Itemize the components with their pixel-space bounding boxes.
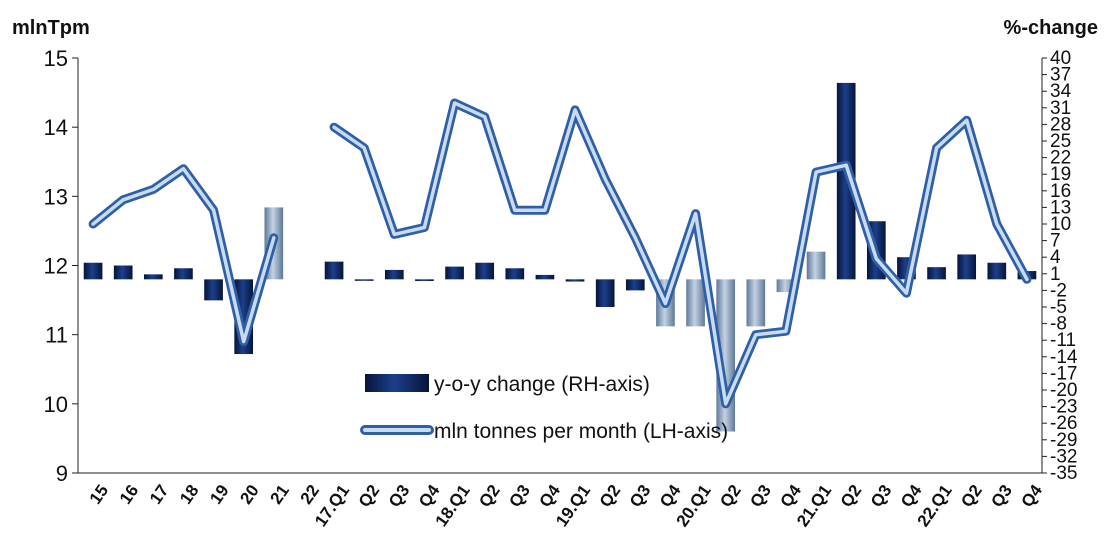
- left-tick-label: 12: [44, 254, 68, 279]
- right-tick-label: 22: [1050, 148, 1071, 169]
- bar-22: [746, 279, 766, 327]
- left-axis-title: mlnTpm: [12, 17, 90, 39]
- bar-29: [957, 254, 977, 280]
- right-tick-label: -23: [1050, 397, 1077, 418]
- x-tick-label: 20: [236, 481, 262, 507]
- right-tick-label: -11: [1050, 330, 1076, 351]
- x-tick-label: 18: [176, 481, 202, 507]
- x-tick-label: Q2: [837, 481, 866, 510]
- bar-3: [174, 268, 193, 280]
- bar-1: [113, 265, 133, 280]
- x-tick-label: 22: [297, 481, 323, 507]
- legend: y-o-y change (RH-axis) mln tonnes per mo…: [360, 373, 728, 443]
- x-tick-label: Q2: [475, 481, 504, 510]
- right-tick-label: -29: [1050, 430, 1077, 451]
- bar-18: [625, 279, 645, 291]
- right-tick-label: 31: [1050, 98, 1071, 119]
- x-tick-label: Q3: [385, 481, 414, 510]
- right-tick-label: 10: [1050, 214, 1071, 235]
- x-tick-label: Q2: [716, 481, 745, 510]
- x-tick-label: Q2: [596, 481, 625, 510]
- bar-16: [565, 279, 585, 282]
- line-segment-outer-0: [88, 164, 279, 347]
- left-tick-label: 9: [56, 461, 68, 486]
- x-tick-label: Q3: [987, 481, 1016, 510]
- bar-8: [324, 261, 344, 280]
- bar-30: [987, 262, 1007, 280]
- bar-15: [535, 274, 555, 280]
- right-tick-label: -20: [1050, 380, 1077, 401]
- bar-20: [686, 279, 705, 327]
- legend-line-label: mln tonnes per month (LH-axis): [434, 420, 728, 443]
- right-tick-label: 25: [1050, 131, 1071, 152]
- legend-bar-label: y-o-y change (RH-axis): [434, 373, 650, 396]
- left-tick-label: 14: [44, 115, 68, 140]
- left-axis-ticks: 9 10 11 12 13 14 15: [44, 46, 78, 486]
- bar-0: [83, 262, 103, 280]
- right-tick-label: 7: [1050, 231, 1061, 252]
- bar-10: [384, 269, 404, 280]
- x-tick-label: 19: [206, 481, 232, 507]
- x-tick-label: 15: [86, 481, 112, 507]
- right-tick-label: 28: [1050, 114, 1071, 135]
- right-tick-label: 13: [1050, 197, 1071, 218]
- right-tick-label: -5: [1050, 297, 1067, 318]
- x-tick-label: Q3: [746, 481, 775, 510]
- right-tick-label: -26: [1050, 413, 1077, 434]
- right-tick-label: 1: [1050, 264, 1061, 285]
- right-tick-label: 19: [1050, 164, 1071, 185]
- bar-24: [806, 251, 826, 280]
- line-segment-inner-0: [91, 166, 276, 344]
- bar-28: [927, 267, 946, 280]
- right-tick-label: -2: [1050, 280, 1067, 301]
- right-tick-label: 16: [1050, 181, 1071, 202]
- legend-bar-swatch: [365, 374, 429, 392]
- x-tick-label: Q3: [867, 481, 896, 510]
- right-tick-label: -8: [1050, 314, 1067, 335]
- right-tick-label: 34: [1050, 81, 1072, 102]
- left-tick-label: 15: [44, 46, 68, 71]
- bar-2: [143, 274, 163, 280]
- x-tick-label: Q3: [626, 481, 655, 510]
- bar-25: [836, 82, 856, 280]
- bar-17: [595, 279, 615, 307]
- bar-11: [415, 279, 434, 281]
- bar-14: [505, 268, 525, 280]
- x-tick-label: Q2: [957, 481, 986, 510]
- left-tick-label: 13: [44, 184, 68, 209]
- x-tick-label: Q3: [505, 481, 534, 510]
- right-tick-label: -17: [1050, 363, 1077, 384]
- line-series: [88, 98, 1032, 409]
- right-tick-label: -35: [1050, 463, 1077, 484]
- left-tick-label: 10: [44, 392, 68, 417]
- right-tick-label: 40: [1050, 48, 1071, 69]
- bar-4: [204, 279, 223, 301]
- right-tick-label: -32: [1050, 446, 1077, 467]
- right-tick-label: -14: [1050, 347, 1078, 368]
- right-axis-title: %-change: [1004, 17, 1098, 39]
- bar-12: [445, 266, 464, 280]
- left-tick-label: 11: [45, 323, 68, 348]
- x-tick-label: 17: [146, 481, 172, 507]
- bar-9: [354, 279, 374, 281]
- x-tick-label: Q2: [355, 481, 384, 510]
- line-segment-inner-1: [332, 101, 1029, 406]
- x-tick-label: 16: [116, 481, 142, 507]
- bar-13: [475, 262, 495, 280]
- right-tick-label: 37: [1050, 65, 1071, 86]
- right-tick-label: 4: [1050, 247, 1061, 268]
- right-axis-ticks: -35-32-29-26-23-20-17-14-11-8-5-21471013…: [1042, 48, 1078, 484]
- x-tick-label: 21: [267, 481, 293, 507]
- x-tick-label: Q4: [1017, 481, 1046, 511]
